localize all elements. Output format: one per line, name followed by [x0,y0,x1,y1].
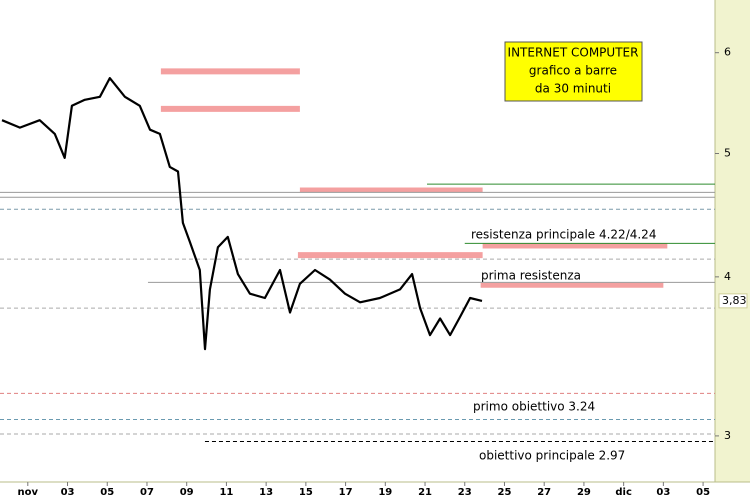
x-tick-label: 27 [537,487,551,498]
x-tick-label: 03 [61,487,75,498]
x-tick-label: 11 [219,487,233,498]
x-tick-label: 05 [696,487,710,498]
x-tick-label: 19 [378,487,392,498]
y-tick-label: 5 [724,146,731,159]
y-tick-label: 3 [724,429,731,442]
annotation: prima resistenza [481,269,581,283]
y-tick-label: 6 [724,46,731,59]
x-tick-label: nov [18,487,39,498]
x-tick-label: 17 [339,487,353,498]
title-box-bg [504,41,643,102]
x-tick-label: 21 [418,487,432,498]
x-tick-label: 29 [577,487,591,498]
price-line [1,77,483,351]
right-axis-panel [715,0,750,482]
title-box: INTERNET COMPUTER grafico a barre da 30 … [504,41,643,102]
x-tick-label: 03 [656,487,670,498]
x-tick-label: 09 [180,487,194,498]
annotation: primo obiettivo 3.24 [473,400,595,414]
annotation: obiettivo principale 2.97 [479,449,625,463]
chart-title: INTERNET COMPUTER [508,46,639,60]
y-tick-label: 4 [724,270,731,283]
plot [1,77,483,351]
x-tick-label: 25 [498,487,512,498]
chart-subtitle: da 30 minuti [535,82,611,96]
chart-subtitle: grafico a barre [529,64,617,78]
x-tick-label: 13 [259,487,273,498]
annotation: resistenza principale 4.22/4.24 [471,228,656,242]
x-tick-label: 15 [299,487,313,498]
levels [0,68,715,442]
axes: 3 4 5 6 nov 03 05 07 09 11 13 15 17 19 21 23 25 27 29 dic 03… [18,46,748,498]
x-tick-label: 07 [140,487,154,498]
last-price-label: 3,83 [722,294,747,307]
x-tick-label: 05 [100,487,114,498]
x-tick-label: dic [615,487,632,498]
x-tick-label: 23 [458,487,472,498]
last-price-box [718,293,748,309]
